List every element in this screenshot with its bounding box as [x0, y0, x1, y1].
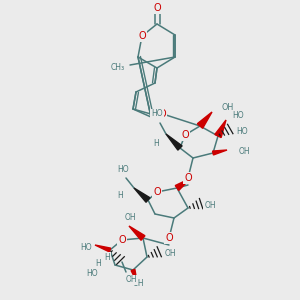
Text: OH: OH: [132, 280, 144, 289]
Text: H: H: [104, 253, 110, 262]
Polygon shape: [134, 188, 150, 202]
Text: HO: HO: [80, 244, 92, 253]
Polygon shape: [215, 120, 226, 138]
Text: H: H: [117, 191, 123, 200]
Polygon shape: [213, 150, 227, 155]
Text: O: O: [181, 130, 189, 140]
Text: HO: HO: [151, 110, 163, 118]
Text: OH: OH: [124, 212, 136, 221]
Text: O: O: [138, 31, 146, 41]
Text: OH: OH: [125, 275, 137, 284]
Polygon shape: [129, 226, 145, 240]
Text: CH₃: CH₃: [111, 62, 125, 71]
Polygon shape: [175, 178, 191, 190]
Text: H: H: [153, 140, 159, 148]
Text: OH: OH: [239, 146, 250, 155]
Polygon shape: [95, 245, 111, 252]
Text: OH: OH: [164, 248, 176, 257]
Text: HO: HO: [86, 268, 98, 278]
Polygon shape: [197, 112, 212, 128]
Text: O: O: [158, 109, 166, 119]
Text: HO: HO: [236, 128, 248, 136]
Text: HO: HO: [232, 112, 244, 121]
Polygon shape: [166, 134, 182, 150]
Text: O: O: [118, 235, 126, 245]
Text: HO: HO: [117, 164, 129, 173]
Text: OH: OH: [222, 103, 234, 112]
Text: O: O: [153, 3, 161, 13]
Text: OH: OH: [204, 200, 216, 209]
Text: O: O: [184, 173, 192, 183]
Text: O: O: [153, 187, 161, 197]
Text: O: O: [165, 233, 173, 243]
Polygon shape: [131, 269, 137, 282]
Text: H: H: [95, 260, 101, 268]
